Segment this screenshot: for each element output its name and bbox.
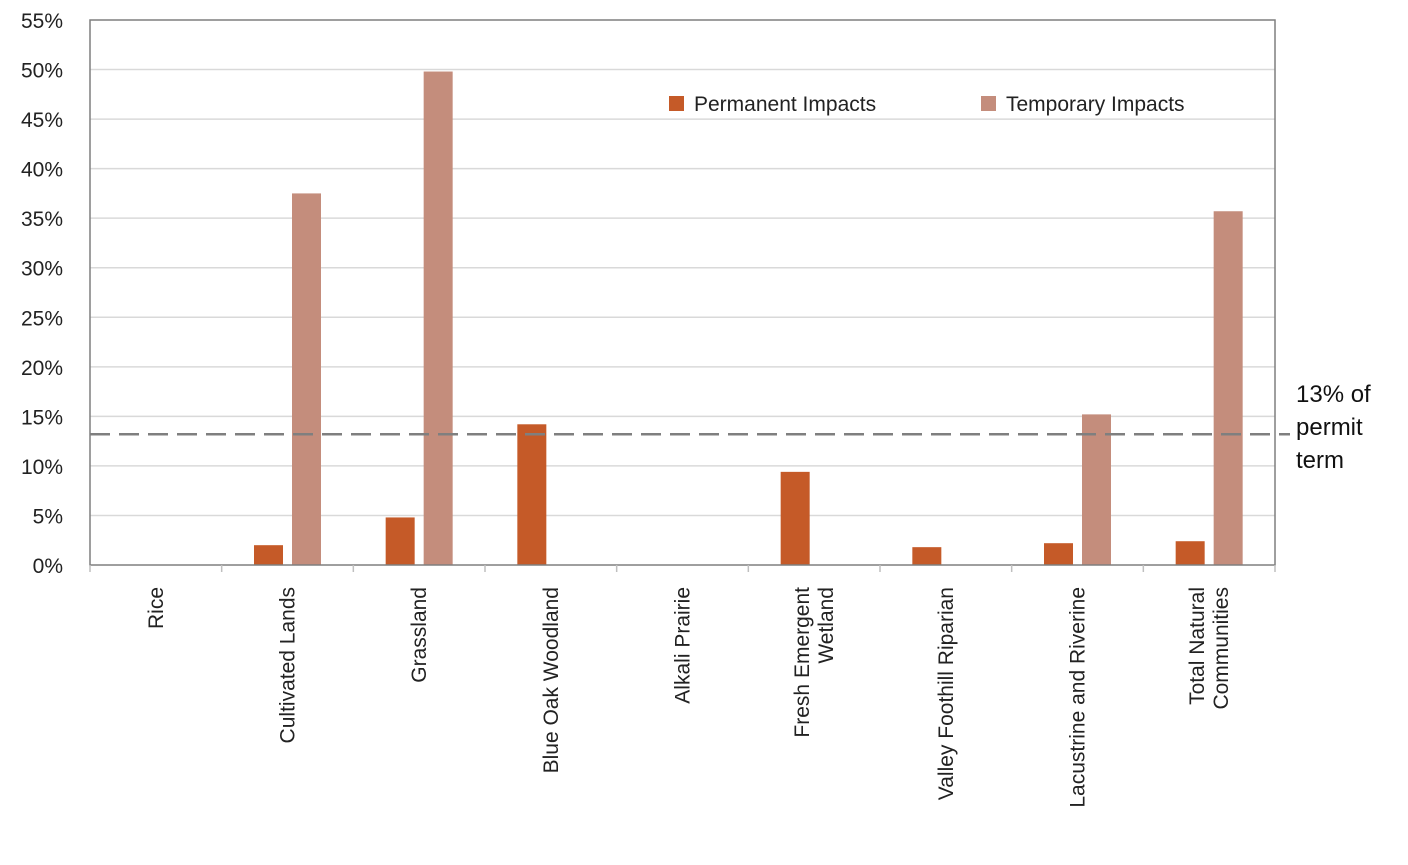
plot-frame xyxy=(89,19,1276,566)
category-label-line: Lacustrine and Riverine xyxy=(1067,587,1090,808)
reference-line-label: 13% of xyxy=(1296,381,1371,408)
category-label-line: Cultivated Lands xyxy=(277,587,300,743)
category-label: Total Natural Communities xyxy=(1186,587,1233,710)
y-tick-label: 20% xyxy=(21,357,63,380)
y-tick-label: 40% xyxy=(21,159,63,182)
reference-line-label: permit xyxy=(1296,414,1363,441)
y-tick-label: 50% xyxy=(21,60,63,83)
category-label-line: Total Natural xyxy=(1186,587,1209,705)
bar-temporary xyxy=(1213,211,1243,565)
bars xyxy=(254,71,1243,565)
category-label-line: Valley Foothill Riparian xyxy=(935,587,958,800)
category-label: Valley Foothill Riparian xyxy=(935,587,958,800)
category-label-line: Communities xyxy=(1210,587,1233,710)
category-label-line: Grassland xyxy=(408,587,431,683)
reference-line: 13% of permit term xyxy=(90,381,1371,474)
y-axis: 0% 5% 10% 15% 20% 25% 30% 35% 40% 45% 50% 55% xyxy=(21,10,63,578)
category-label-line: Wetland xyxy=(815,587,838,664)
legend-label: Permanent Impacts xyxy=(694,93,876,116)
x-axis: Rice Cultivated Lands Grassland Blue Oak Wo… xyxy=(89,565,1276,808)
y-tick-label: 55% xyxy=(21,10,63,33)
bar-temporary xyxy=(1082,414,1111,565)
bar-permanent xyxy=(1175,541,1205,565)
bar-permanent xyxy=(780,471,810,565)
y-tick-label: 30% xyxy=(21,258,63,281)
bar-permanent xyxy=(912,547,942,565)
category-label-line: Alkali Prairie xyxy=(672,587,695,704)
y-tick-label: 10% xyxy=(21,456,63,479)
category-label: Alkali Prairie xyxy=(672,587,695,704)
y-tick-label: 25% xyxy=(21,307,63,330)
category-label-line: Rice xyxy=(145,587,168,629)
y-tick-label: 5% xyxy=(33,505,63,528)
category-label: Fresh Emergent Wetland xyxy=(791,587,838,738)
category-label: Grassland xyxy=(408,587,431,683)
category-label: Blue Oak Woodland xyxy=(540,587,563,773)
legend: Permanent Impacts Temporary Impacts xyxy=(669,93,1185,116)
category-label: Rice xyxy=(145,587,168,629)
y-tick-label: 45% xyxy=(21,109,63,132)
bar-permanent xyxy=(254,545,283,565)
bar-permanent xyxy=(385,517,415,565)
category-label: Lacustrine and Riverine xyxy=(1067,587,1090,808)
reference-line-label: term xyxy=(1296,447,1344,474)
legend-swatch xyxy=(669,96,684,111)
y-tick-label: 35% xyxy=(21,208,63,231)
category-label-line: Fresh Emergent xyxy=(791,587,814,738)
legend-label: Temporary Impacts xyxy=(1006,93,1185,116)
bar-temporary xyxy=(423,71,453,565)
legend-swatch xyxy=(981,96,996,111)
category-label-line: Blue Oak Woodland xyxy=(540,587,563,773)
category-label: Cultivated Lands xyxy=(277,587,300,743)
bar-permanent xyxy=(1044,543,1073,565)
y-tick-label: 0% xyxy=(33,555,63,578)
gridlines xyxy=(90,68,1275,517)
bar-temporary xyxy=(292,193,321,565)
y-tick-label: 15% xyxy=(21,406,63,429)
bar-permanent xyxy=(517,424,547,565)
